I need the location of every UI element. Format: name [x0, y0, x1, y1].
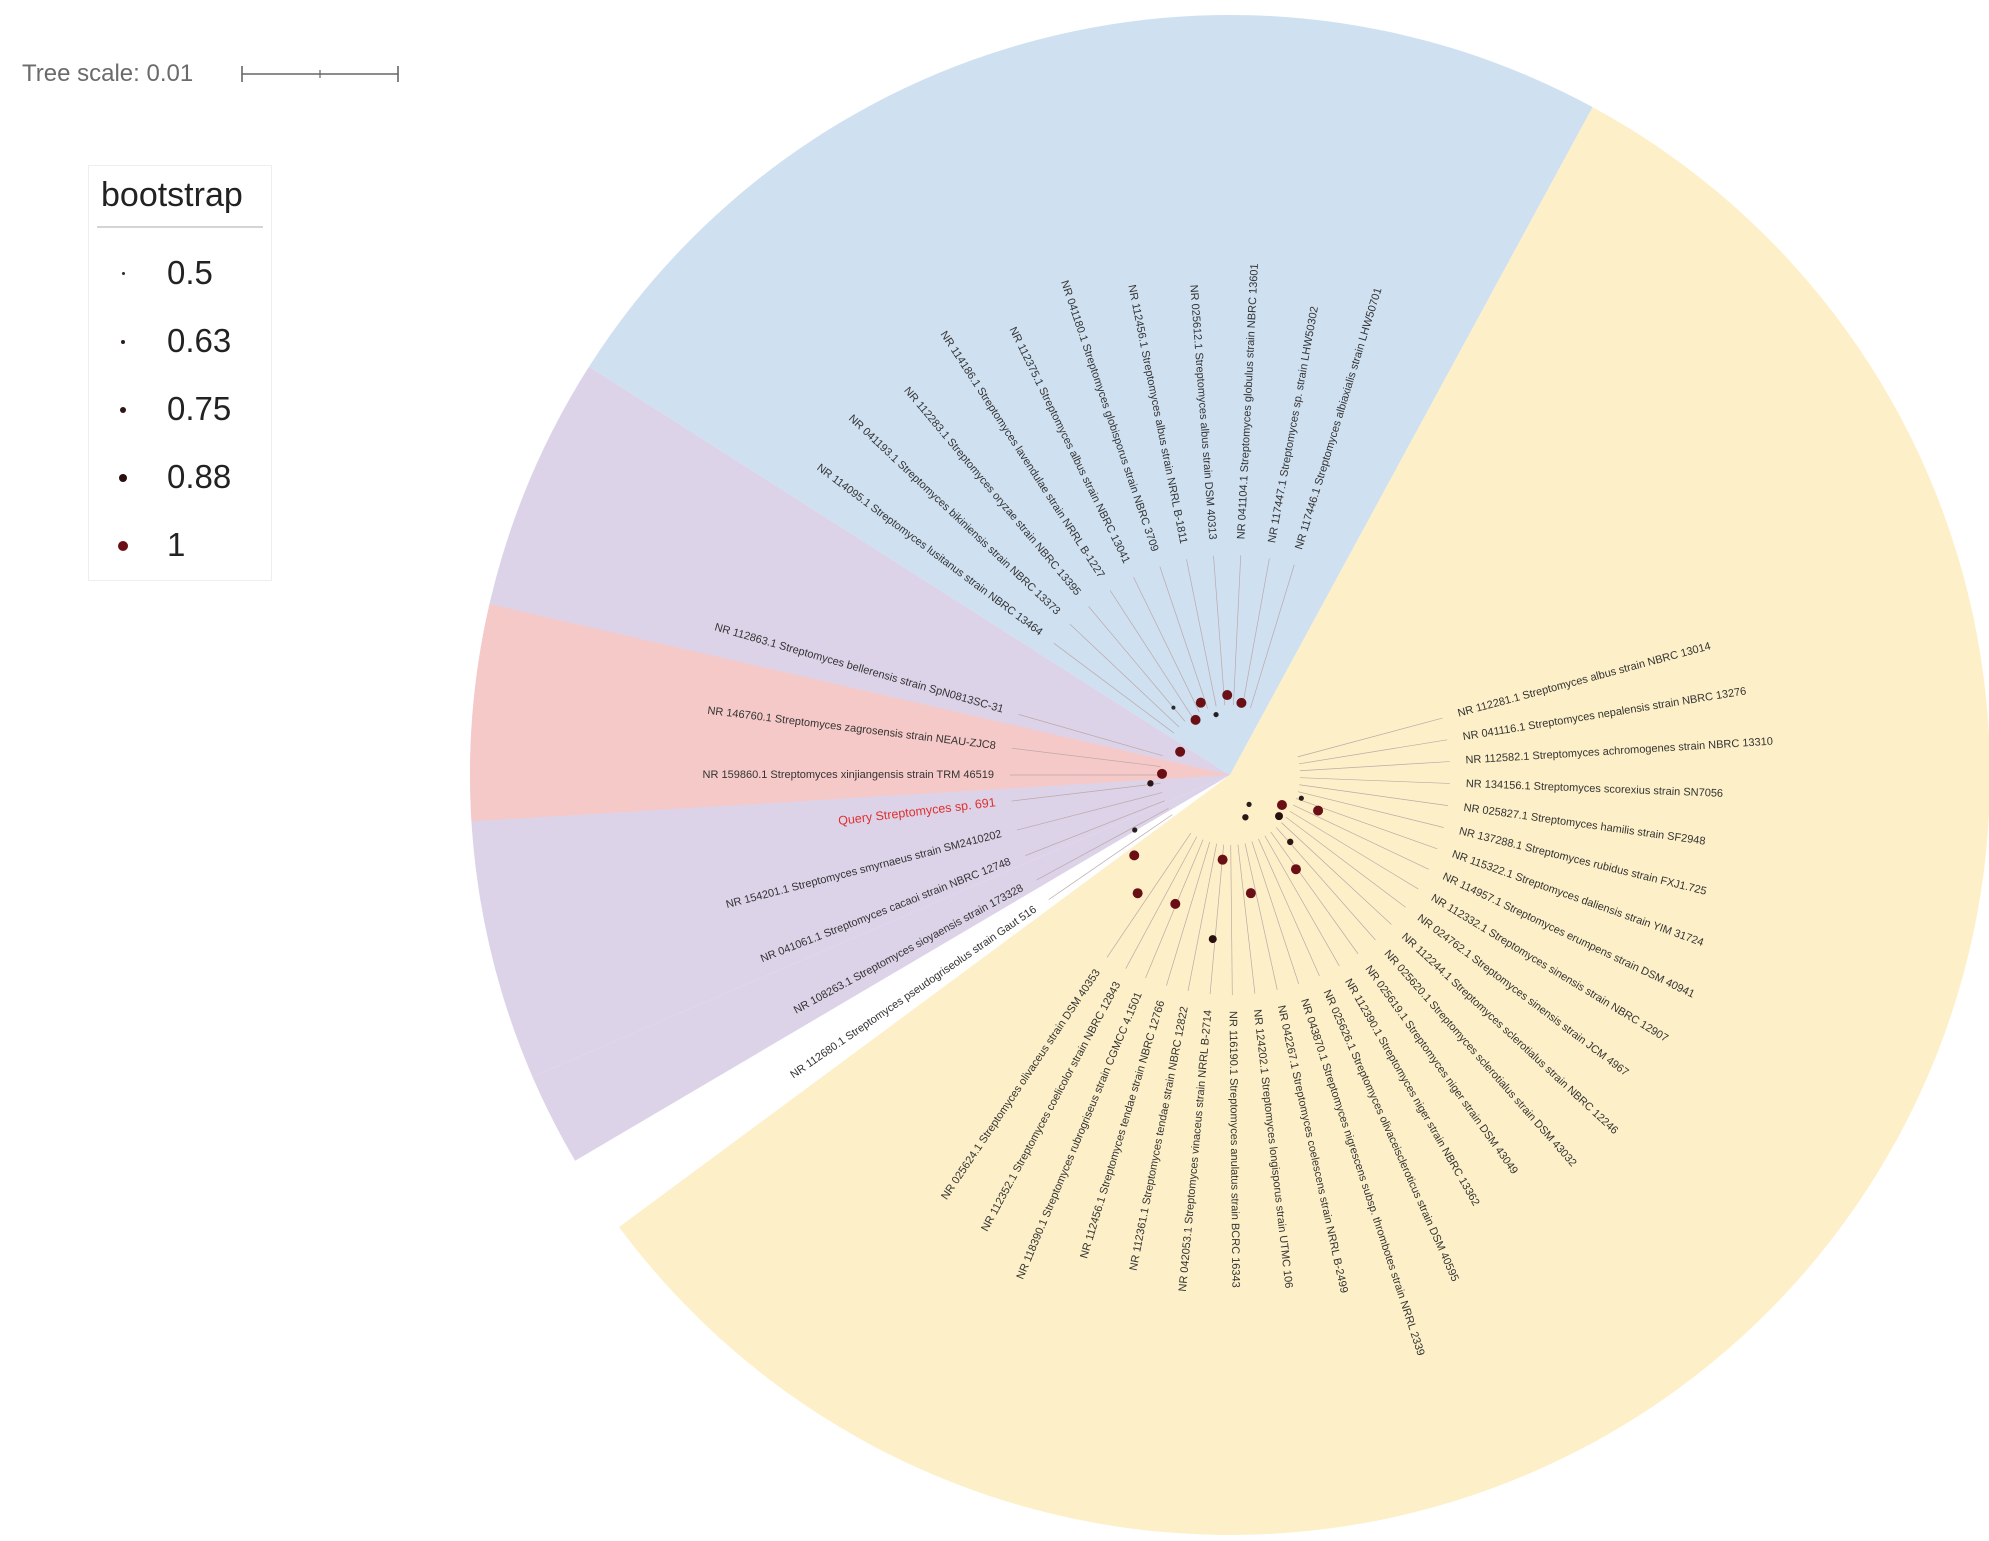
tree-branches — [1010, 555, 1450, 995]
leaf-branch — [1106, 832, 1192, 958]
leaf-branch — [1011, 747, 1161, 767]
bootstrap-node — [1190, 714, 1201, 725]
legend-item: 0.75 — [89, 380, 271, 440]
leaf-branch — [1230, 844, 1233, 995]
bootstrap-nodes — [1129, 690, 1324, 944]
leaf-branch — [1276, 827, 1376, 941]
leaf-branch — [1299, 761, 1450, 772]
leaf-branch — [1187, 843, 1217, 992]
legend-divider — [97, 226, 263, 228]
leaf-branch — [1297, 717, 1443, 758]
blue-clade — [589, 14, 1593, 776]
bootstrap-node — [1217, 854, 1228, 865]
legend-value: 1 — [167, 526, 186, 563]
leaf-branch — [1297, 791, 1444, 828]
legend-item: 0.88 — [89, 448, 271, 508]
bootstrap-node — [1147, 780, 1154, 787]
leaf-branch — [1209, 844, 1225, 995]
tree-scale-label: Tree scale: 0.01 — [22, 60, 194, 87]
leaf-branch — [1016, 792, 1163, 831]
leaf-label: NR 159860.1 Streptomyces xinjiangensis s… — [703, 769, 994, 781]
leaf-branch — [1025, 800, 1165, 856]
leaf-branch — [1011, 782, 1161, 802]
legend-title: bootstrap — [101, 176, 243, 214]
bootstrap-node — [1129, 850, 1140, 861]
tree-scale-bar — [241, 66, 399, 82]
clade-highlights — [469, 14, 1989, 1535]
leaf-branch — [1299, 784, 1448, 806]
legend-dot — [122, 272, 125, 275]
bootstrap-node — [1287, 838, 1294, 846]
legend-dot — [119, 474, 127, 482]
legend-item: 0.5 — [89, 244, 271, 304]
bootstrap-node — [1236, 697, 1247, 708]
leaf-branch — [1270, 831, 1359, 955]
bootstrap-node — [1175, 746, 1186, 757]
leaf-branch — [1186, 559, 1217, 707]
leaf-branch — [1299, 739, 1448, 765]
leaf-branch — [1048, 814, 1173, 900]
bootstrap-node — [1313, 805, 1324, 816]
leaf-branch — [1251, 841, 1300, 985]
leaf-branch — [1166, 841, 1211, 986]
legend-value: 0.5 — [167, 254, 213, 291]
leaf-branch — [1036, 808, 1169, 881]
legend-value: 0.75 — [167, 390, 232, 427]
leaf-label: NR 116190.1 Streptomyces anulatus strain… — [1227, 1011, 1242, 1288]
leaf-branch — [1018, 714, 1163, 757]
leaf-branch — [1159, 566, 1209, 709]
legend-value: 0.63 — [167, 322, 232, 359]
bootstrap-node — [1208, 935, 1217, 944]
bootstrap-node — [1242, 814, 1249, 821]
bootstrap-node — [1245, 888, 1256, 899]
bootstrap-node — [1246, 801, 1252, 807]
leaf-branch — [1233, 555, 1242, 706]
leaf-branch — [1237, 844, 1256, 994]
legend-dot — [118, 541, 128, 551]
bootstrap-node — [1132, 888, 1143, 899]
legend-dot — [120, 407, 126, 413]
leaf-branch — [1088, 606, 1186, 722]
bootstrap-node — [1290, 864, 1301, 875]
leaf-branch — [1244, 843, 1278, 990]
legend-dot — [121, 340, 125, 344]
bootstrap-node — [1170, 898, 1181, 909]
bootstrap-node — [1132, 827, 1138, 833]
bootstrap-node — [1213, 711, 1219, 718]
leaf-branch — [1213, 555, 1226, 706]
purple-clade — [532, 775, 1230, 1161]
legend-value: 0.88 — [167, 458, 232, 495]
bootstrap-node — [1298, 795, 1304, 801]
leaf-branch — [1281, 822, 1392, 925]
bootstrap-node — [1222, 690, 1233, 701]
leaf-branch — [1258, 838, 1320, 977]
bootstrap-node — [1275, 812, 1284, 821]
leaf-branch — [1242, 558, 1270, 707]
leaf-branch — [1069, 623, 1180, 728]
bootstrap-node — [1157, 768, 1168, 779]
leaf-branch — [1250, 564, 1295, 709]
bootstrap-node — [1276, 800, 1287, 810]
leaf-branch — [1053, 642, 1175, 734]
leaf-branch — [1109, 590, 1193, 717]
bootstrap-node — [1171, 705, 1176, 710]
legend-item: 1 — [89, 516, 271, 576]
leaf-branch — [1289, 810, 1419, 890]
yellow-clade — [619, 107, 1989, 1535]
leaf-branch — [1133, 577, 1200, 713]
leaf-branch — [1299, 777, 1450, 784]
leaf-branch — [1264, 835, 1340, 967]
leaf-branch — [1145, 839, 1204, 979]
red-clade — [469, 604, 1230, 822]
leaf-branch — [1125, 836, 1198, 969]
leaf-branch — [1285, 816, 1406, 908]
bootstrap-node — [1195, 697, 1206, 708]
bootstrap-legend: bootstrap 0.5 0.63 0.75 0.88 1 — [88, 165, 272, 581]
leaf-branch — [1293, 804, 1429, 870]
legend-item: 0.63 — [89, 312, 271, 372]
